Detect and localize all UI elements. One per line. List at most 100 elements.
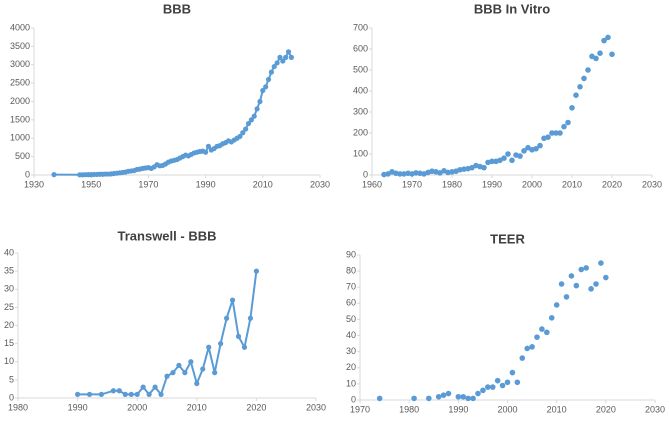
data-point [558,281,565,287]
y-tick-label: 1000 [10,133,30,143]
data-point [481,164,487,171]
x-tick-label: 2020 [602,179,622,189]
data-point [116,388,122,394]
data-point [601,37,607,44]
data-point [534,334,540,340]
y-tick-label: 50 [346,314,356,324]
y-tick-label: 0 [363,169,368,179]
data-point [480,387,486,394]
data-point [565,119,571,126]
y-tick-label: 70 [346,282,356,292]
x-tick-label: 1970 [402,179,422,189]
x-tick-label: 2010 [187,402,207,412]
data-point [521,148,527,154]
y-tick-label: 500 [353,64,368,74]
data-point [485,384,491,390]
x-tick-label: 1970 [138,179,158,189]
data-point [235,333,242,339]
data-point [247,315,254,321]
data-point [445,390,452,397]
data-point [274,60,280,66]
y-tick-label: 30 [4,284,14,294]
y-tick-label: 2500 [10,78,30,88]
data-point [609,51,615,58]
data-point [537,142,543,149]
data-point [577,84,583,90]
data-point [224,315,230,321]
data-point [176,362,182,368]
data-point [573,282,580,289]
x-tick-label: 1930 [24,179,44,189]
data-point [553,302,560,308]
data-point [206,344,212,350]
x-tick-label: 2020 [246,402,266,412]
data-point [98,391,105,397]
x-tick-label: 2010 [547,404,567,414]
y-tick-label: 20 [4,320,14,330]
x-tick-label: 2030 [306,402,326,412]
data-point [499,382,506,389]
y-tick-label: 3500 [10,41,30,51]
data-point [237,133,243,140]
data-point [509,157,515,164]
chart-title: BBB [163,1,191,16]
y-tick-label: 1500 [10,114,30,124]
data-point [583,265,589,271]
y-tick-label: 15 [4,338,14,348]
y-tick-label: 80 [346,265,356,275]
chart-title: TEER [490,231,525,246]
data-point [605,34,611,41]
series-line [53,49,293,176]
data-point [51,172,57,178]
data-point [285,49,292,55]
data-point [241,344,248,350]
y-tick-label: 200 [353,127,368,137]
y-tick-label: 400 [353,85,368,95]
data-point [248,117,254,123]
data-point [489,158,495,165]
data-point [257,98,263,105]
y-tick-label: 40 [4,247,14,257]
y-tick-label: 600 [353,43,368,53]
data-point [581,75,587,82]
y-tick-label: 0 [9,392,14,402]
data-point [578,266,585,273]
data-point [509,369,516,376]
x-tick-label: 1980 [399,404,419,414]
y-tick-label: 35 [4,266,14,276]
data-point [465,395,471,402]
data-point [280,58,286,64]
y-tick-label: 4000 [10,22,30,32]
series-line [77,270,258,397]
y-tick-label: 500 [15,151,30,161]
data-point [524,345,530,352]
x-tick-label: 1990 [68,402,88,412]
y-tick-label: 10 [4,356,14,366]
data-point [75,391,81,397]
data-point [517,153,523,159]
data-point [200,366,206,372]
data-point [146,391,152,397]
data-point [585,67,591,73]
data-point [194,380,200,387]
data-point [268,69,274,75]
data-point [271,63,277,70]
data-point [243,126,249,132]
data-point [188,359,194,365]
x-tick-label: 2010 [253,179,273,189]
data-point [203,149,209,155]
data-point [598,260,604,266]
data-point [426,395,432,402]
y-tick-label: 10 [346,378,356,388]
data-point [548,315,555,321]
data-point [553,130,559,136]
data-point [593,281,599,287]
x-tick-label: 2000 [497,404,517,414]
y-tick-label: 30 [346,346,356,356]
x-tick-label: 2030 [310,179,330,189]
data-point [229,297,236,303]
data-point [533,145,539,152]
data-point [254,106,260,112]
data-point [455,393,462,400]
chart-title: BBB In Vitro [474,1,550,16]
